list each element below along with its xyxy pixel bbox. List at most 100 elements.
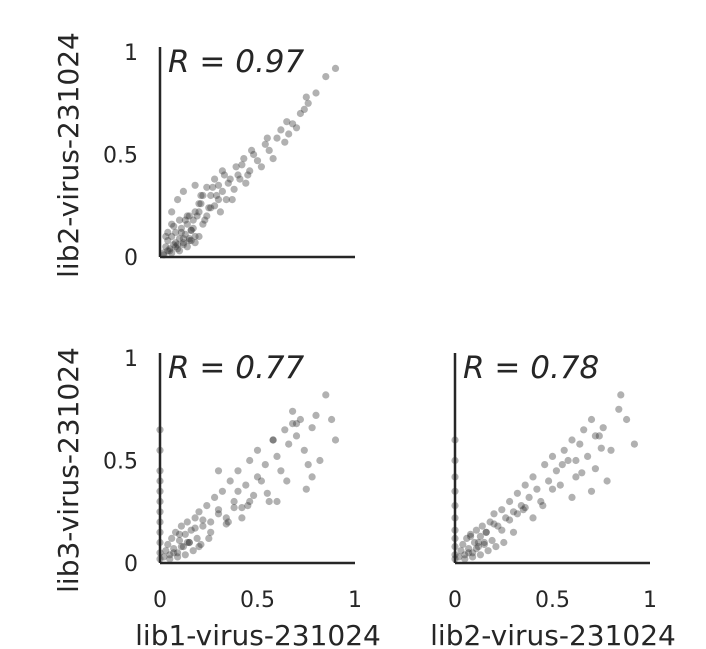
data-point	[578, 469, 586, 477]
data-point	[248, 146, 256, 154]
data-point	[174, 245, 182, 253]
data-point	[302, 485, 310, 493]
data-point	[191, 239, 199, 247]
data-point	[164, 228, 172, 236]
data-point	[166, 555, 174, 563]
data-point	[304, 461, 312, 469]
data-point	[230, 185, 238, 193]
data-point	[617, 391, 625, 399]
data-point	[486, 518, 494, 526]
correlation-annotation: R = 0.97	[168, 44, 305, 80]
data-point	[465, 545, 473, 553]
data-point	[482, 528, 490, 536]
data-point	[228, 196, 236, 204]
data-point	[281, 426, 289, 434]
data-point	[283, 118, 291, 126]
data-point	[213, 191, 221, 200]
data-point	[205, 534, 213, 543]
data-point	[572, 456, 580, 465]
data-point	[238, 504, 246, 512]
data-point	[226, 477, 234, 485]
data-point	[211, 202, 219, 210]
data-point	[490, 520, 498, 528]
data-point	[175, 235, 184, 243]
data-point	[469, 553, 477, 561]
data-point	[261, 461, 269, 469]
x-tick-label: 0	[448, 588, 462, 613]
data-point	[328, 415, 336, 424]
data-point	[467, 532, 475, 541]
data-point	[484, 547, 492, 555]
data-point	[253, 446, 262, 454]
data-point	[183, 518, 191, 526]
data-point	[193, 212, 201, 220]
data-point	[517, 502, 525, 510]
data-point	[263, 134, 271, 142]
data-point	[273, 452, 281, 460]
data-point	[179, 187, 187, 195]
data-point	[572, 473, 580, 481]
y-tick-label: 1	[124, 41, 138, 66]
data-point	[214, 510, 223, 518]
data-point	[230, 504, 238, 512]
data-point	[183, 212, 191, 220]
data-point	[564, 456, 572, 465]
data-point	[630, 440, 639, 448]
data-point	[246, 456, 254, 465]
data-point	[218, 167, 226, 175]
data-point	[175, 530, 184, 538]
data-point	[232, 163, 240, 171]
data-point	[220, 171, 228, 179]
data-point	[240, 155, 248, 163]
data-point	[488, 536, 496, 545]
data-point	[292, 432, 301, 440]
data-point	[199, 522, 207, 530]
data-point	[490, 510, 498, 518]
points-group	[156, 391, 340, 563]
data-point	[292, 124, 301, 132]
y-tick-label: 1	[124, 347, 138, 372]
data-point	[545, 477, 553, 485]
data-point	[509, 528, 518, 536]
data-point	[595, 432, 603, 440]
data-point	[199, 191, 207, 200]
data-point	[474, 538, 482, 547]
x-axis-label: lib1-virus-231024	[135, 619, 381, 649]
data-point	[548, 452, 557, 460]
data-point	[183, 243, 191, 251]
data-point	[269, 436, 277, 444]
correlation-annotation: R = 0.77	[168, 350, 305, 386]
data-point	[480, 540, 488, 549]
data-point	[558, 461, 566, 469]
data-point	[269, 155, 277, 163]
data-point	[494, 522, 502, 530]
data-point	[506, 497, 514, 506]
data-point	[195, 232, 203, 241]
data-point	[513, 489, 522, 497]
data-point	[162, 232, 170, 241]
data-point	[322, 73, 330, 81]
data-point	[273, 134, 281, 142]
x-axis-label: lib2-virus-231024	[430, 619, 676, 649]
data-point	[160, 249, 168, 257]
data-point	[197, 200, 205, 208]
scatter-panel-lib1-vs-lib3: 0 0.5 1 0 0.5 1 R = 0.77 lib3-virus-231024 lib1-…	[52, 347, 381, 649]
data-point	[560, 446, 568, 454]
data-point	[230, 497, 238, 506]
data-point	[172, 528, 180, 536]
data-point	[181, 530, 189, 538]
data-point	[265, 497, 273, 506]
data-point	[177, 522, 185, 530]
data-point	[201, 216, 209, 224]
data-point	[470, 538, 479, 547]
data-point	[168, 208, 176, 216]
data-point	[174, 196, 182, 204]
data-point	[172, 228, 180, 236]
data-point	[216, 208, 224, 216]
data-point	[170, 241, 178, 249]
data-point	[331, 64, 340, 72]
y-tick-label: 0	[124, 552, 138, 577]
x-tick-label: 0	[153, 588, 167, 613]
data-point	[492, 543, 500, 551]
data-point	[222, 196, 230, 204]
